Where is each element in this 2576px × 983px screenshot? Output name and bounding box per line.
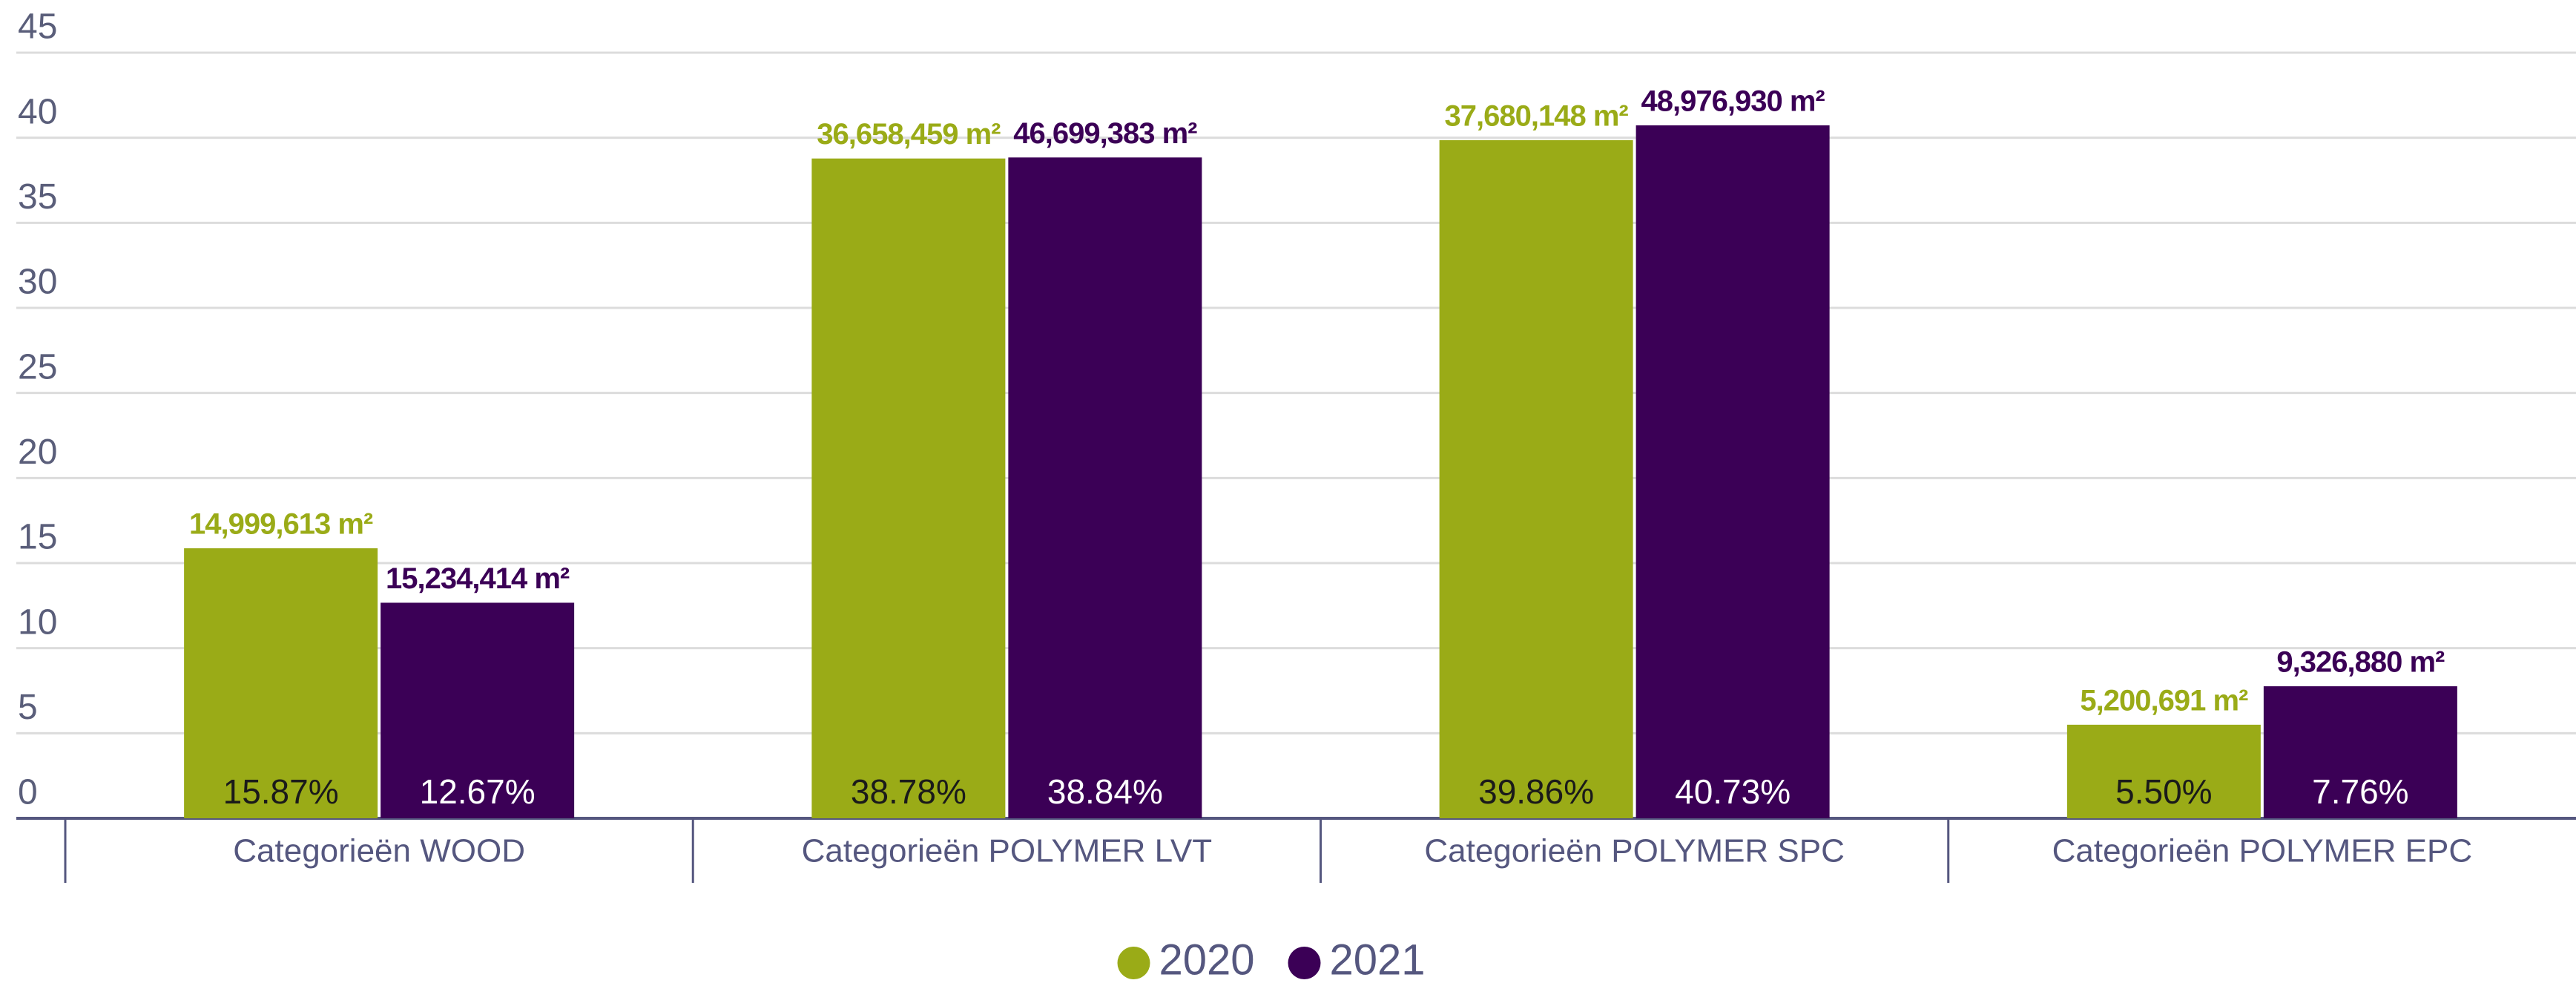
bar [2066,724,2261,818]
value-label: 12.67% [420,772,536,811]
bar [2263,686,2457,818]
legend-swatch [1288,947,1321,979]
x-tick-label: Categorieën POLYMER SPC [1424,833,1845,869]
area-label: 15,234,414 m² [386,562,570,595]
y-tick-label: 0 [18,773,38,812]
x-tick-label: Categorieën POLYMER EPC [2052,833,2473,869]
value-label: 7.76% [2312,772,2408,811]
legend-swatch [1117,947,1150,979]
y-tick-label: 5 [18,688,38,727]
x-tick-label: Categorieën WOOD [233,833,525,869]
y-tick-label: 25 [18,347,57,387]
y-tick-label: 35 [18,177,57,217]
bar [381,602,575,818]
legend-label: 2021 [1330,936,1426,983]
y-tick-label: 45 [18,7,57,47]
area-label: 14,999,613 m² [189,508,373,541]
area-label: 5,200,691 m² [2080,684,2248,717]
bar [184,548,378,818]
value-label: 15.87% [223,772,339,811]
value-label: 39.86% [1478,772,1594,811]
y-tick-label: 40 [18,92,57,131]
bar [1439,139,1633,819]
y-tick-label: 10 [18,602,57,642]
area-label: 37,680,148 m² [1445,99,1629,132]
area-label: 36,658,459 m² [817,118,1001,151]
area-label: 9,326,880 m² [2276,646,2445,679]
area-label: 46,699,383 m² [1013,117,1197,150]
area-label: 48,976,930 m² [1641,85,1825,117]
bar [811,158,1006,819]
value-label: 38.84% [1047,772,1163,811]
bar [1635,125,1830,818]
y-tick-label: 20 [18,433,57,472]
y-tick-label: 30 [18,263,57,302]
x-tick-label: Categorieën POLYMER LVT [802,833,1213,869]
legend-label: 2020 [1159,936,1255,983]
bar [1008,157,1202,818]
value-label: 5.50% [2115,772,2212,811]
y-tick-label: 15 [18,518,57,557]
value-label: 40.73% [1675,772,1791,811]
value-label: 38.78% [851,772,966,811]
